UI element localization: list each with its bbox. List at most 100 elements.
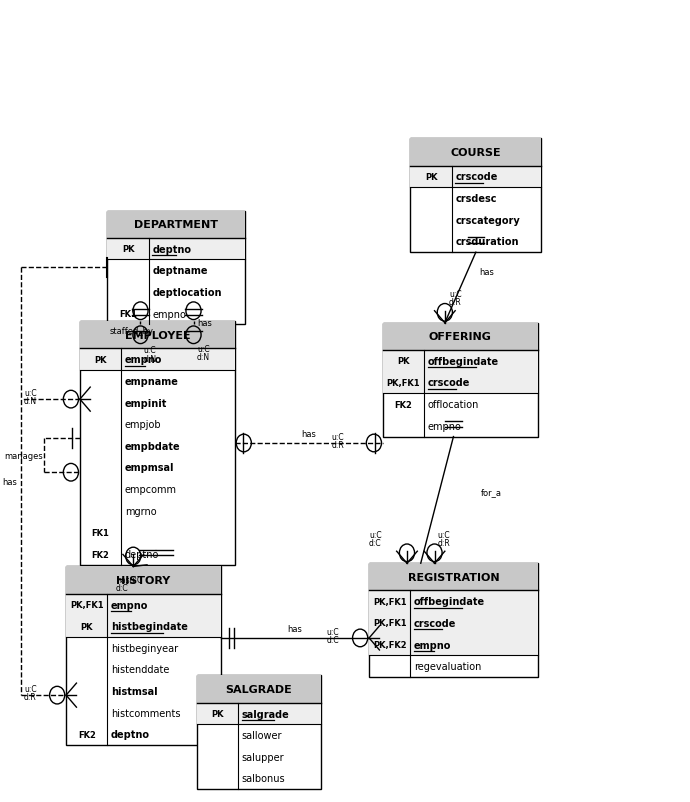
Text: u:C: u:C — [331, 432, 344, 442]
Text: hasu:C: hasu:C — [116, 575, 142, 584]
Text: PK,FK1: PK,FK1 — [386, 379, 420, 387]
Text: offlocation: offlocation — [428, 399, 479, 410]
Bar — [80, 349, 235, 371]
Text: FK2: FK2 — [92, 550, 110, 559]
Text: u:C: u:C — [437, 530, 450, 539]
Bar — [383, 323, 538, 437]
Text: deptno: deptno — [152, 245, 191, 254]
Text: REGISTRATION: REGISTRATION — [408, 572, 500, 582]
Text: has: has — [288, 624, 302, 633]
Text: empno: empno — [111, 600, 148, 610]
Text: empmsal: empmsal — [125, 463, 174, 473]
Text: PK: PK — [425, 172, 437, 182]
Text: staffed_by: staffed_by — [110, 327, 153, 336]
Text: d:R: d:R — [449, 298, 462, 307]
Bar — [80, 322, 235, 565]
Text: offbegindate: offbegindate — [414, 597, 485, 606]
Text: empno: empno — [414, 640, 451, 650]
Bar — [383, 350, 538, 394]
Text: PK,FK2: PK,FK2 — [373, 640, 406, 650]
Text: manages: manages — [4, 451, 43, 460]
Bar — [66, 567, 221, 594]
Text: empno: empno — [152, 309, 186, 319]
Text: OFFERING: OFFERING — [429, 332, 492, 342]
Text: deptno: deptno — [125, 549, 159, 559]
Text: PK: PK — [211, 709, 224, 718]
Text: PK,FK1: PK,FK1 — [373, 597, 406, 606]
Bar — [197, 675, 321, 789]
Text: deptname: deptname — [152, 266, 208, 276]
Bar — [383, 323, 538, 350]
Bar — [197, 675, 321, 703]
Text: FK1: FK1 — [92, 529, 110, 537]
Text: d:C: d:C — [369, 538, 382, 547]
Text: d:R: d:R — [437, 538, 450, 547]
Text: empinit: empinit — [125, 398, 167, 408]
Text: has: has — [302, 429, 316, 439]
Bar — [108, 238, 245, 260]
Bar — [108, 211, 245, 325]
Bar — [66, 594, 221, 637]
Text: has: has — [197, 319, 212, 328]
Text: SALGRADE: SALGRADE — [226, 684, 293, 695]
Text: empno: empno — [125, 354, 162, 365]
Text: histmsal: histmsal — [111, 687, 157, 696]
Bar — [369, 564, 538, 591]
Text: u:C: u:C — [144, 346, 156, 355]
Text: crscode: crscode — [414, 618, 456, 628]
Text: FK1: FK1 — [119, 310, 137, 318]
Text: PK: PK — [397, 357, 410, 366]
Text: d:C: d:C — [326, 635, 339, 644]
Text: mgrno: mgrno — [125, 506, 156, 516]
Text: u:C: u:C — [197, 345, 210, 354]
Text: salbonus: salbonus — [241, 773, 286, 784]
Text: salupper: salupper — [241, 752, 284, 762]
Text: empbdate: empbdate — [125, 441, 180, 452]
Text: empjob: empjob — [125, 419, 161, 430]
Text: for_a: for_a — [481, 488, 502, 496]
Text: crscode: crscode — [455, 172, 497, 182]
Text: FK2: FK2 — [78, 730, 96, 739]
Text: crscategory: crscategory — [455, 216, 520, 225]
Text: u:C: u:C — [326, 627, 339, 636]
Text: salgrade: salgrade — [241, 709, 290, 719]
Text: has: has — [2, 477, 17, 486]
Text: EMPLOYEE: EMPLOYEE — [124, 330, 190, 340]
Text: empcomm: empcomm — [125, 484, 177, 495]
Text: histenddate: histenddate — [111, 665, 169, 674]
Text: offbegindate: offbegindate — [428, 356, 499, 367]
Text: d:R: d:R — [331, 440, 344, 450]
Bar — [108, 211, 245, 238]
Text: empname: empname — [125, 376, 179, 387]
Text: PK: PK — [122, 245, 135, 253]
Text: crscode: crscode — [428, 378, 470, 388]
Text: FK2: FK2 — [395, 400, 413, 409]
Text: deptno: deptno — [111, 730, 150, 739]
Text: HISTORY: HISTORY — [117, 575, 170, 585]
Text: deptlocation: deptlocation — [152, 288, 221, 298]
Text: histbegindate: histbegindate — [111, 622, 188, 631]
Bar — [197, 703, 321, 724]
Bar — [66, 567, 221, 745]
Text: PK: PK — [95, 355, 107, 364]
Bar — [369, 564, 538, 677]
Text: u:C: u:C — [449, 290, 462, 299]
Text: empno: empno — [428, 421, 462, 431]
Text: COURSE: COURSE — [451, 148, 501, 158]
Bar — [369, 591, 538, 655]
Text: histbeginyear: histbeginyear — [111, 643, 178, 653]
Text: d:R: d:R — [24, 692, 37, 702]
Bar — [80, 322, 235, 349]
Text: u:C: u:C — [369, 530, 382, 539]
Bar — [411, 140, 541, 253]
Text: d:C: d:C — [116, 583, 128, 592]
Text: d:N: d:N — [144, 354, 157, 363]
Text: PK: PK — [81, 622, 93, 631]
Text: PK,FK1: PK,FK1 — [70, 600, 104, 610]
Bar — [411, 167, 541, 188]
Text: histcomments: histcomments — [111, 708, 180, 718]
Text: u:C: u:C — [24, 684, 37, 694]
Text: has: has — [480, 268, 494, 277]
Text: d:N: d:N — [24, 397, 37, 406]
Text: sallower: sallower — [241, 731, 282, 740]
